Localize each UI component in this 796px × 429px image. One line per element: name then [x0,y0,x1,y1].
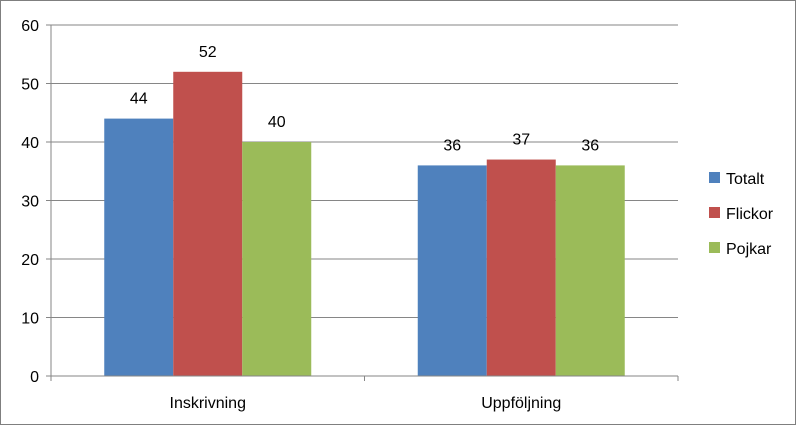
data-label: 37 [512,132,530,149]
legend-label: Flickor [726,206,774,223]
y-tick-label: 0 [30,369,39,386]
data-label: 52 [199,44,217,61]
legend-swatch [709,172,720,183]
bar-pojkar-1 [555,165,625,376]
legend-swatch [709,207,720,218]
data-label: 36 [443,137,461,154]
data-label: 40 [268,114,286,131]
legend-swatch [709,242,720,253]
bar-flickor-1 [486,159,556,376]
y-tick-label: 10 [21,311,39,328]
y-tick-label: 60 [21,18,39,35]
bar-pojkar-0 [242,142,312,376]
bar-totalt-1 [417,165,487,376]
bar-totalt-0 [104,118,174,376]
x-tick-label: Inskrivning [170,395,246,412]
y-tick-label: 20 [21,252,39,269]
y-tick-label: 50 [21,77,39,94]
y-tick-label: 30 [21,194,39,211]
legend-label: Totalt [726,171,765,188]
legend-label: Pojkar [726,241,772,258]
x-tick-label: Uppföljning [481,395,561,412]
data-label: 36 [581,137,599,154]
data-label: 44 [130,91,148,108]
bar-flickor-0 [173,71,243,377]
y-tick-label: 40 [21,135,39,152]
